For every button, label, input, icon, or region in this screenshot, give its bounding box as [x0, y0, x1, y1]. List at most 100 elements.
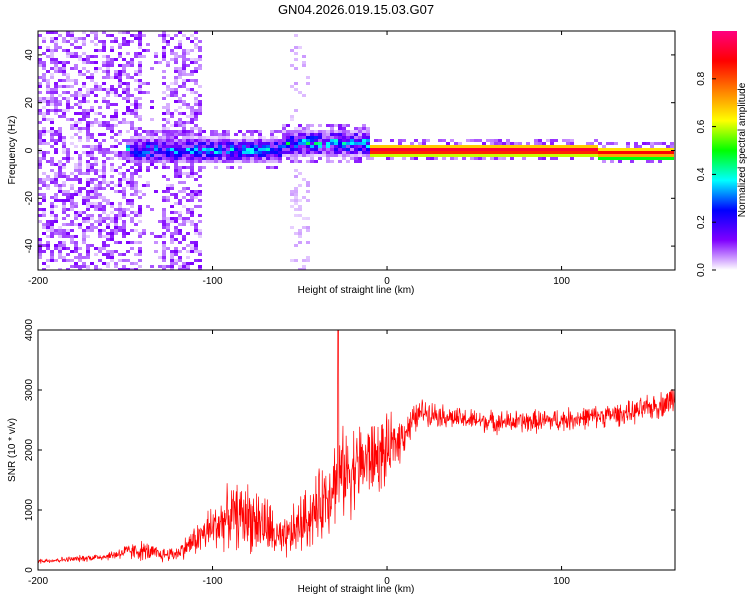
spectrogram-cell: [82, 52, 86, 55]
spectrogram-cell: [294, 148, 298, 151]
spectrogram-cell: [186, 145, 190, 148]
spectrogram-cell: [426, 145, 430, 148]
spectrogram-cell: [66, 232, 70, 235]
spectrogram-cell: [90, 178, 94, 181]
spectrogram-cell: [310, 157, 314, 160]
spectrogram-cell: [62, 229, 66, 232]
spectrogram-cell: [114, 208, 118, 211]
spectrogram-cell: [74, 46, 78, 49]
spectrogram-cell: [290, 85, 294, 88]
spectrogram-cell: [298, 199, 302, 202]
spectrogram-cell: [154, 142, 158, 145]
spectrogram-cell: [158, 235, 162, 238]
spectrogram-cell: [42, 118, 46, 121]
spectrogram-cell: [162, 256, 166, 259]
spectrogram-cell: [46, 235, 50, 238]
spectrogram-cell: [82, 61, 86, 64]
spectrogram-cell: [58, 268, 62, 270]
spectrogram-cell: [174, 160, 178, 163]
spectrogram-cell: [58, 46, 62, 49]
spectrogram-cell: [98, 85, 102, 88]
spectrogram-x-label: Height of straight line (km): [298, 285, 415, 296]
spectrogram-cell: [90, 202, 94, 205]
spectrogram-cell: [194, 250, 198, 253]
spectrogram-cell: [166, 226, 170, 229]
spectrogram-cell: [126, 88, 130, 91]
spectrogram-cell: [550, 142, 554, 145]
spectrogram-cell: [514, 142, 518, 145]
spectrogram-cell: [86, 145, 90, 148]
spectrogram-cell: [502, 142, 506, 145]
spectrogram-cell: [94, 112, 98, 115]
spectrogram-cell: [534, 148, 538, 151]
spectrogram-cell: [78, 55, 82, 58]
spectrogram-cell: [566, 148, 570, 151]
spectrogram-cell: [278, 151, 282, 154]
spectrogram-cell: [206, 142, 210, 145]
spectrogram-cell: [362, 148, 366, 151]
spectrogram-cell: [122, 112, 126, 115]
spectrogram-cell: [122, 88, 126, 91]
spectrogram-cell: [138, 205, 142, 208]
spectrogram-cell: [90, 121, 94, 124]
spectrogram-cell: [46, 226, 50, 229]
spectrogram-cell: [122, 175, 126, 178]
spectrogram-cell: [222, 148, 226, 151]
spectrogram-cell: [522, 157, 526, 160]
spectrogram-cell: [242, 151, 246, 154]
spectrogram-cell: [246, 130, 250, 133]
spectrogram-cell: [122, 196, 126, 199]
spectrogram-cell: [54, 97, 58, 100]
spectrogram-cell: [162, 133, 166, 136]
spectrogram-cell: [86, 124, 90, 127]
spectrogram-cell: [162, 37, 166, 40]
spectrogram-cell: [38, 130, 42, 133]
spectrogram-cell: [398, 148, 402, 151]
spectrogram-cell: [410, 145, 414, 148]
spectrogram-cell: [266, 151, 270, 154]
spectrogram-cell: [570, 157, 574, 160]
spectrogram-cell: [526, 148, 530, 151]
spectrogram-cell: [306, 142, 310, 145]
spectrogram-cell: [110, 58, 114, 61]
spectrogram-cell: [194, 232, 198, 235]
spectrogram-cell: [270, 157, 274, 160]
spectrogram-cell: [78, 154, 82, 157]
spectrogram-cell: [254, 148, 258, 151]
spectrogram-cell: [218, 142, 222, 145]
spectrogram-cell: [274, 160, 278, 163]
spectrogram-cell: [62, 241, 66, 244]
spectrogram-cell: [318, 151, 322, 154]
spectrogram-cell: [298, 139, 302, 142]
spectrogram-cell: [118, 70, 122, 73]
spectrogram-cell: [198, 106, 202, 109]
spectrogram-cell: [106, 64, 110, 67]
spectrogram-cell: [106, 88, 110, 91]
spectrogram-cell: [610, 142, 614, 145]
spectrogram-cell: [210, 157, 214, 160]
spectrogram-cell: [190, 70, 194, 73]
spectrogram-cell: [294, 58, 298, 61]
spectrogram-cell: [122, 208, 126, 211]
spectrogram-cell: [170, 130, 174, 133]
spectrogram-cell: [274, 157, 278, 160]
spectrogram-cell: [106, 199, 110, 202]
spectrogram-cell: [178, 172, 182, 175]
spectrogram-cell: [210, 154, 214, 157]
spectrogram-cell: [198, 40, 202, 43]
spectrogram-cell: [294, 46, 298, 49]
spectrogram-cell: [290, 136, 294, 139]
spectrogram-cell: [94, 268, 98, 270]
spectrogram-cell: [422, 148, 426, 151]
spectrogram-cell: [74, 163, 78, 166]
spectrogram-cell: [110, 175, 114, 178]
spectrogram-cell: [50, 205, 54, 208]
spectrogram-cell: [162, 31, 166, 34]
spectrogram-cell: [290, 133, 294, 136]
spectrogram-cell: [70, 127, 74, 130]
spectrogram-cell: [642, 157, 646, 160]
spectrogram-cell: [414, 139, 418, 142]
spectrogram-cell: [138, 55, 142, 58]
spectrogram-cell: [302, 226, 306, 229]
spectrogram-cell: [190, 157, 194, 160]
